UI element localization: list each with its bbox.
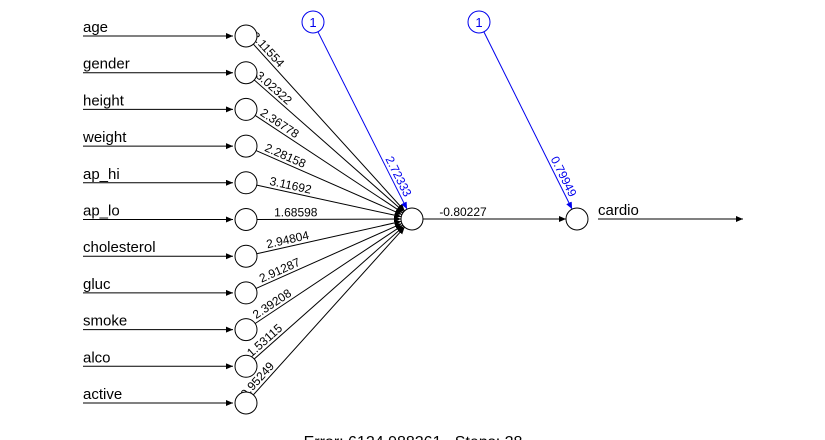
bias-label: 1 [475,15,482,30]
bias-edge [483,31,573,210]
bias-label: 1 [309,15,316,30]
weight-label: 2.91287 [257,255,303,286]
weight-label: 2.94804 [265,228,311,251]
hidden-node [400,207,424,231]
input-node [234,97,258,121]
weight-edge [253,79,405,213]
input-node [234,244,258,268]
weight-edge [256,220,402,255]
input-label: weight [82,129,127,146]
input-label: height [83,92,125,109]
input-node [234,134,258,158]
output-label: cardio [598,202,639,219]
weight-edge [252,226,406,396]
weight-edge [254,224,404,324]
weight-label: 3.11692 [268,174,313,197]
weight-edge [255,150,403,216]
bias-node [467,10,491,34]
input-label: age [83,19,108,36]
input-label: gluc [83,276,111,293]
input-node [234,354,258,378]
weight-edge [255,223,403,289]
weight-label: 1.68598 [274,205,318,219]
input-node [234,171,258,195]
input-label: ap_hi [83,166,120,183]
input-label: cholesterol [83,239,156,256]
input-label: gender [83,56,130,73]
weight-edge [256,184,402,219]
weight-label: 2.36778 [258,105,302,141]
weight-label: 2.28158 [263,141,309,171]
input-node [234,208,258,231]
weight-edge [254,115,404,214]
input-label: ap_lo [83,203,120,220]
weight-label: 3.02322 [253,68,295,107]
input-node [234,391,258,415]
weight-label: -0.80227 [439,205,487,219]
weight-edge [253,43,405,212]
input-node [234,281,258,305]
weight-edge [253,225,405,360]
bias-node [301,10,325,34]
input-node [234,318,258,342]
input-label: alco [83,349,111,366]
input-label: smoke [83,313,127,330]
output-node [565,207,589,231]
input-label: active [83,386,122,403]
input-node [234,24,258,48]
footer: Error: 6124.988261 Steps: 28 [304,434,523,440]
input-node [234,61,258,85]
bias-edge [317,31,408,210]
